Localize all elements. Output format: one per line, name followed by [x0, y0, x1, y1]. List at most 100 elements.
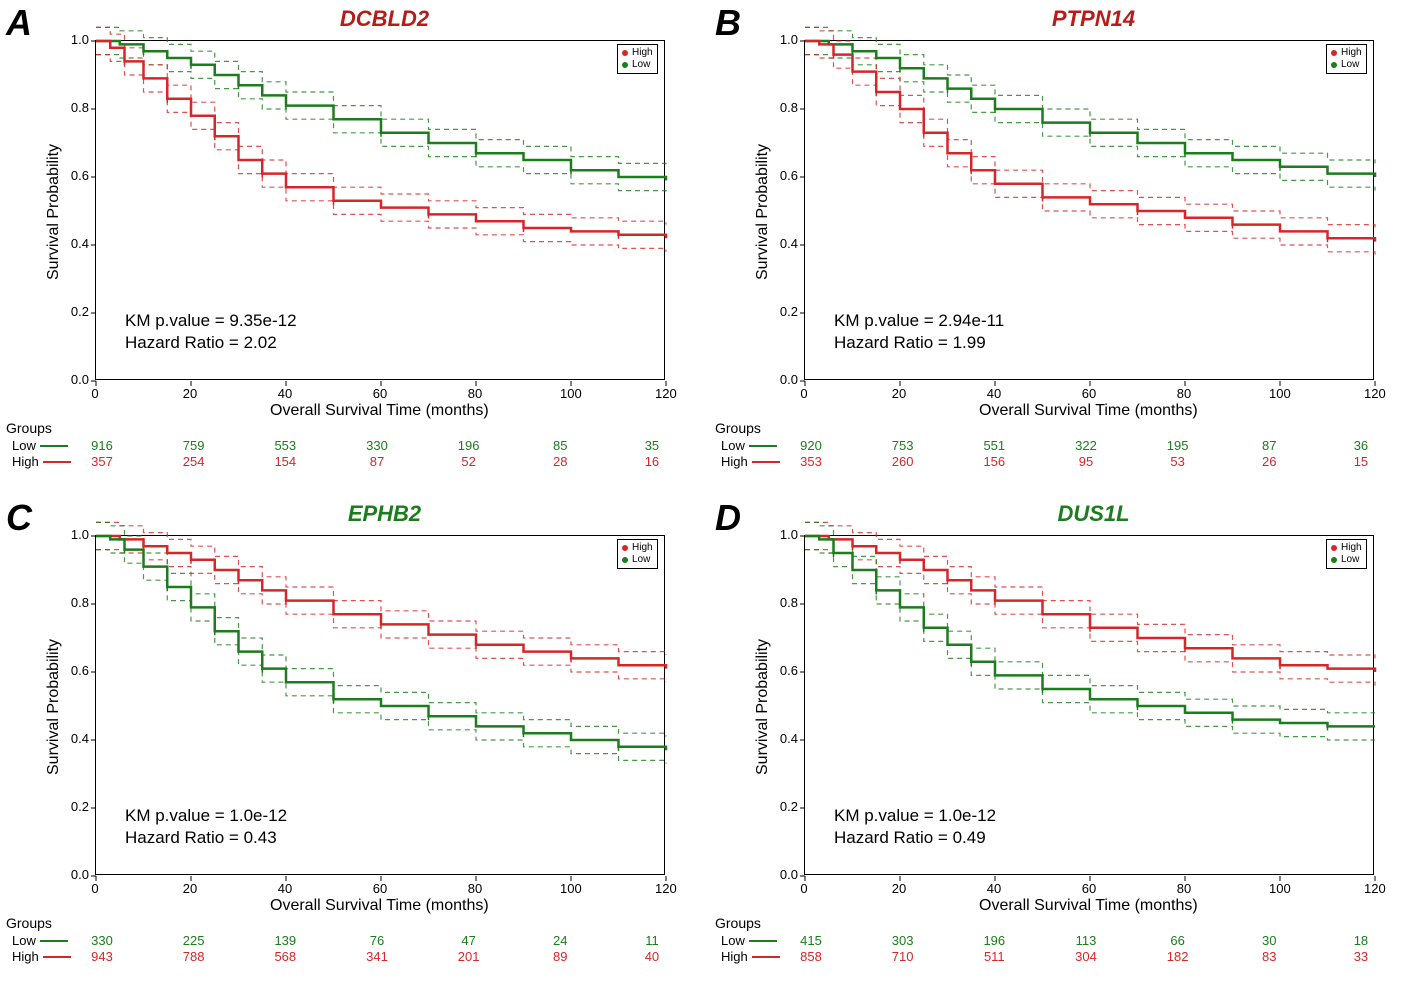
y-tick: 0.2 — [768, 799, 798, 814]
y-tick: 0.2 — [59, 799, 89, 814]
x-tick: 120 — [1364, 386, 1384, 401]
x-tick: 100 — [560, 881, 580, 896]
x-tick: 60 — [370, 386, 390, 401]
x-tick: 40 — [275, 386, 295, 401]
y-tick: 0.4 — [59, 236, 89, 251]
risk-high-label: High — [721, 949, 780, 964]
x-tick: 0 — [85, 881, 105, 896]
x-tick: 40 — [984, 881, 1004, 896]
risk-row-high: 9437885683412018940 — [77, 949, 677, 964]
risk-row-high: 35326015695532615 — [786, 454, 1386, 469]
y-axis-label: Survival Probability — [754, 144, 772, 280]
x-tick: 20 — [180, 386, 200, 401]
y-tick: 0.4 — [768, 731, 798, 746]
stats-text: KM p.value = 2.94e-11 Hazard Ratio = 1.9… — [834, 310, 1004, 354]
x-tick: 0 — [794, 881, 814, 896]
y-tick: 0.2 — [59, 304, 89, 319]
x-tick: 80 — [1174, 386, 1194, 401]
legend: High Low — [1326, 539, 1367, 569]
x-tick: 0 — [794, 386, 814, 401]
x-tick: 100 — [560, 386, 580, 401]
x-axis-label: Overall Survival Time (months) — [979, 402, 1198, 420]
risk-row-high: 35725415487522816 — [77, 454, 677, 469]
x-tick: 0 — [85, 386, 105, 401]
x-tick: 20 — [889, 386, 909, 401]
y-tick: 0.6 — [59, 168, 89, 183]
legend-low: Low — [622, 554, 653, 566]
y-tick: 1.0 — [768, 527, 798, 542]
legend-low: Low — [1331, 59, 1362, 71]
y-tick: 0.8 — [59, 595, 89, 610]
y-tick: 1.0 — [59, 32, 89, 47]
y-axis-label: Survival Probability — [754, 639, 772, 775]
y-tick: 0.8 — [768, 595, 798, 610]
y-tick: 0.0 — [59, 372, 89, 387]
x-tick: 60 — [370, 881, 390, 896]
y-tick: 1.0 — [768, 32, 798, 47]
y-tick: 0.0 — [768, 867, 798, 882]
risk-groups-label: Groups — [715, 420, 761, 436]
stats-text: KM p.value = 9.35e-12 Hazard Ratio = 2.0… — [125, 310, 297, 354]
legend: High Low — [617, 539, 658, 569]
legend-high: High — [1331, 542, 1362, 554]
risk-groups-label: Groups — [6, 915, 52, 931]
x-tick: 80 — [1174, 881, 1194, 896]
x-tick: 120 — [655, 386, 675, 401]
risk-row-low: 33022513976472411 — [77, 933, 677, 948]
panel-b: B PTPN14 High Low KM p.value = 2.94e-11 … — [709, 0, 1418, 495]
panel-d: D DUS1L High Low KM p.value = 1.0e-12 Ha… — [709, 495, 1418, 990]
risk-row-low: 9167595533301968535 — [77, 438, 677, 453]
x-tick: 20 — [889, 881, 909, 896]
legend-high: High — [622, 47, 653, 59]
risk-row-low: 415303196113663018 — [786, 933, 1386, 948]
legend-low: Low — [622, 59, 653, 71]
y-tick: 0.4 — [768, 236, 798, 251]
y-tick: 0.6 — [768, 168, 798, 183]
x-tick: 80 — [465, 881, 485, 896]
panel-a: A DCBLD2 High Low KM p.value = 9.35e-12 … — [0, 0, 709, 495]
y-tick: 0.2 — [768, 304, 798, 319]
x-tick: 120 — [1364, 881, 1384, 896]
risk-groups-label: Groups — [715, 915, 761, 931]
gene-title: DUS1L — [709, 501, 1418, 527]
risk-row-high: 8587105113041828333 — [786, 949, 1386, 964]
gene-title: PTPN14 — [709, 6, 1418, 32]
x-tick: 100 — [1269, 881, 1289, 896]
y-tick: 1.0 — [59, 527, 89, 542]
legend-high: High — [622, 542, 653, 554]
x-axis-label: Overall Survival Time (months) — [270, 402, 489, 420]
y-axis-label: Survival Probability — [45, 144, 63, 280]
y-tick: 0.0 — [59, 867, 89, 882]
panel-c: C EPHB2 High Low KM p.value = 1.0e-12 Ha… — [0, 495, 709, 990]
stats-text: KM p.value = 1.0e-12 Hazard Ratio = 0.43 — [125, 805, 287, 849]
legend-high: High — [1331, 47, 1362, 59]
y-tick: 0.8 — [768, 100, 798, 115]
stats-text: KM p.value = 1.0e-12 Hazard Ratio = 0.49 — [834, 805, 996, 849]
x-tick: 120 — [655, 881, 675, 896]
x-tick: 100 — [1269, 386, 1289, 401]
y-tick: 0.4 — [59, 731, 89, 746]
legend: High Low — [617, 44, 658, 74]
x-tick: 80 — [465, 386, 485, 401]
y-tick: 0.6 — [59, 663, 89, 678]
x-tick: 60 — [1079, 386, 1099, 401]
risk-low-label: Low — [12, 933, 68, 948]
risk-groups-label: Groups — [6, 420, 52, 436]
risk-high-label: High — [12, 949, 71, 964]
x-tick: 20 — [180, 881, 200, 896]
x-axis-label: Overall Survival Time (months) — [270, 897, 489, 915]
x-tick: 60 — [1079, 881, 1099, 896]
y-axis-label: Survival Probability — [45, 639, 63, 775]
legend: High Low — [1326, 44, 1367, 74]
x-tick: 40 — [984, 386, 1004, 401]
x-tick: 40 — [275, 881, 295, 896]
risk-low-label: Low — [721, 933, 777, 948]
y-tick: 0.6 — [768, 663, 798, 678]
risk-low-label: Low — [12, 438, 68, 453]
y-tick: 0.0 — [768, 372, 798, 387]
risk-low-label: Low — [721, 438, 777, 453]
y-tick: 0.8 — [59, 100, 89, 115]
risk-high-label: High — [721, 454, 780, 469]
gene-title: EPHB2 — [0, 501, 709, 527]
risk-row-low: 9207535513221958736 — [786, 438, 1386, 453]
